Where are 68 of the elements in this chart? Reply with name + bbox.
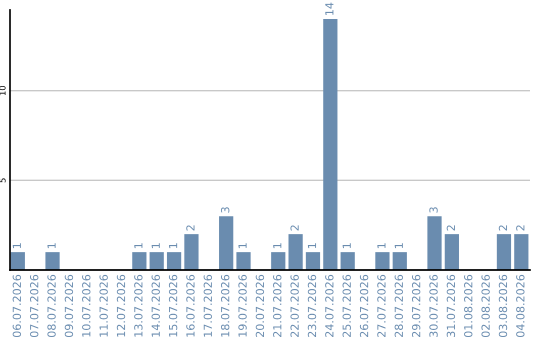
x-tick-label: 14.07.2026: [152, 274, 160, 337]
data-label: 1: [134, 243, 142, 248]
bar: [496, 234, 512, 270]
bar: [288, 234, 303, 270]
bar: [306, 252, 320, 270]
x-tick-label: 08.07.2026: [47, 274, 56, 338]
bar: [10, 252, 25, 270]
bar: [271, 252, 286, 270]
data-label: 1: [152, 243, 160, 248]
x-tick-label: 18.07.2026: [220, 274, 230, 337]
x-tick-label: 25.07.2026: [342, 274, 351, 337]
x-tick-label: 26.07.2026: [360, 274, 368, 337]
x-tick-label: 27.07.2026: [377, 274, 386, 337]
x-tick-label: 20.07.2026: [256, 274, 264, 337]
x-tick-label: 07.07.2026: [30, 274, 38, 338]
bar: [444, 234, 459, 270]
bar: [323, 18, 338, 270]
x-tick-label: 09.07.2026: [64, 274, 74, 338]
data-label: 1: [342, 243, 351, 248]
data-label: 1: [238, 243, 247, 248]
data-label: 2: [498, 225, 508, 231]
bar: [375, 252, 390, 270]
bar: [427, 216, 442, 270]
data-label: 3: [429, 207, 438, 213]
x-tick-label: 23.07.2026: [308, 274, 316, 337]
data-label: 2: [516, 225, 524, 231]
x-tick-label: 12.07.2026: [116, 274, 126, 337]
x-tick-label: 22.07.2026: [290, 274, 299, 337]
data-label: 1: [48, 243, 56, 248]
x-tick-label: 17.07.2026: [204, 274, 212, 337]
bar: [340, 252, 355, 270]
x-tick-label: 29.07.2026: [412, 274, 420, 337]
x-tick-label: 31.07.2026: [446, 274, 456, 337]
bar: [150, 252, 164, 270]
bar: [236, 252, 251, 270]
x-tick-label: 04.08.2026: [516, 274, 525, 338]
x-tick-label: 16.07.2026: [186, 274, 195, 337]
x-tick-label: 21.07.2026: [273, 274, 282, 337]
x-tick-label: 11.07.2026: [99, 274, 108, 337]
x-tick-label: 28.07.2026: [394, 274, 404, 337]
bar: [166, 252, 182, 270]
data-label: 1: [273, 243, 282, 248]
bar: [184, 234, 199, 270]
x-tick-label: 15.07.2026: [168, 274, 178, 337]
x-tick-label: 06.07.2026: [12, 274, 22, 338]
x-tick-label: 30.07.2026: [429, 274, 438, 337]
data-label: 2: [290, 225, 299, 231]
x-tick-label: 24.07.2026: [325, 274, 334, 337]
x-tick-label: 10.07.2026: [82, 274, 90, 337]
data-label: 3: [220, 207, 230, 213]
x-tick-label: 02.08.2026: [481, 274, 490, 338]
bar: [392, 252, 407, 270]
data-label: 14: [325, 2, 334, 15]
data-label: 1: [12, 243, 21, 248]
x-tick-label: 13.07.2026: [134, 274, 143, 337]
x-tick-label: 03.08.2026: [498, 274, 508, 338]
x-tick-label: 01.08.2026: [464, 274, 472, 338]
x-tick-label: 19.07.2026: [238, 274, 247, 337]
bar: [219, 216, 234, 270]
data-label: 1: [394, 243, 403, 248]
bar: [45, 252, 60, 270]
bar: [514, 234, 528, 270]
data-label: 1: [377, 243, 386, 248]
data-label: 2: [186, 225, 194, 231]
bar: [132, 252, 146, 270]
data-label: 1: [169, 243, 178, 248]
data-label: 1: [308, 243, 316, 248]
data-label: 2: [446, 225, 455, 231]
